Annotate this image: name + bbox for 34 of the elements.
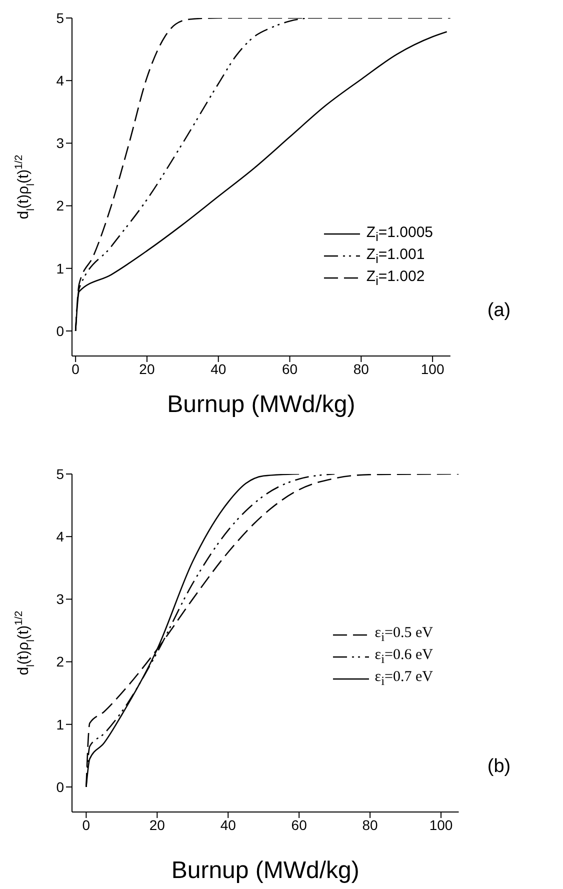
text: (a) [487, 300, 511, 321]
x-tick-label: 0 [82, 816, 90, 833]
y-tick-label: 3 [56, 135, 64, 152]
y-tick-label: 0 [56, 322, 64, 339]
legend-label: Z$_{i}$=1.002 [366, 268, 425, 288]
x-tick-label: 60 [291, 816, 308, 833]
x-tick-label: 100 [429, 816, 453, 833]
y-tick-label: 4 [56, 72, 64, 89]
y-tick-label: 1 [56, 716, 64, 732]
x-tick-label: 20 [149, 816, 166, 833]
text: (b) [487, 756, 511, 777]
y-tick-label: 3 [56, 591, 64, 608]
legend-label: ε$_{i}$=0.6 eV [374, 647, 433, 666]
y-tick-label: 2 [56, 654, 64, 670]
legend-label: Z$_{i}$=1.001 [366, 246, 425, 266]
x-tick-label: 100 [420, 360, 444, 377]
y-tick-label: 1 [56, 260, 64, 276]
x-axis-title: Burnup (MWd/kg) [171, 857, 360, 884]
x-tick-label: 20 [139, 360, 155, 377]
x-tick-label: 40 [210, 360, 226, 377]
x-tick-label: 0 [72, 360, 80, 377]
y-tick-label: 5 [56, 466, 64, 482]
legend-label: ε$_{i}$=0.5 eV [374, 625, 433, 644]
x-tick-label: 60 [282, 360, 298, 377]
x-tick-label: 80 [362, 816, 378, 833]
y-tick-label: 4 [56, 528, 64, 545]
x-axis-title: Burnup (MWd/kg) [167, 391, 356, 418]
y-tick-label: 5 [56, 10, 64, 26]
x-tick-label: 40 [220, 816, 236, 833]
y-tick-label: 2 [56, 198, 64, 214]
legend-label: Z$_{i}$=1.0005 [366, 224, 433, 244]
legend-label: ε$_{i}$=0.7 eV [374, 669, 433, 688]
x-tick-label: 80 [353, 360, 370, 377]
y-tick-label: 0 [56, 778, 64, 795]
